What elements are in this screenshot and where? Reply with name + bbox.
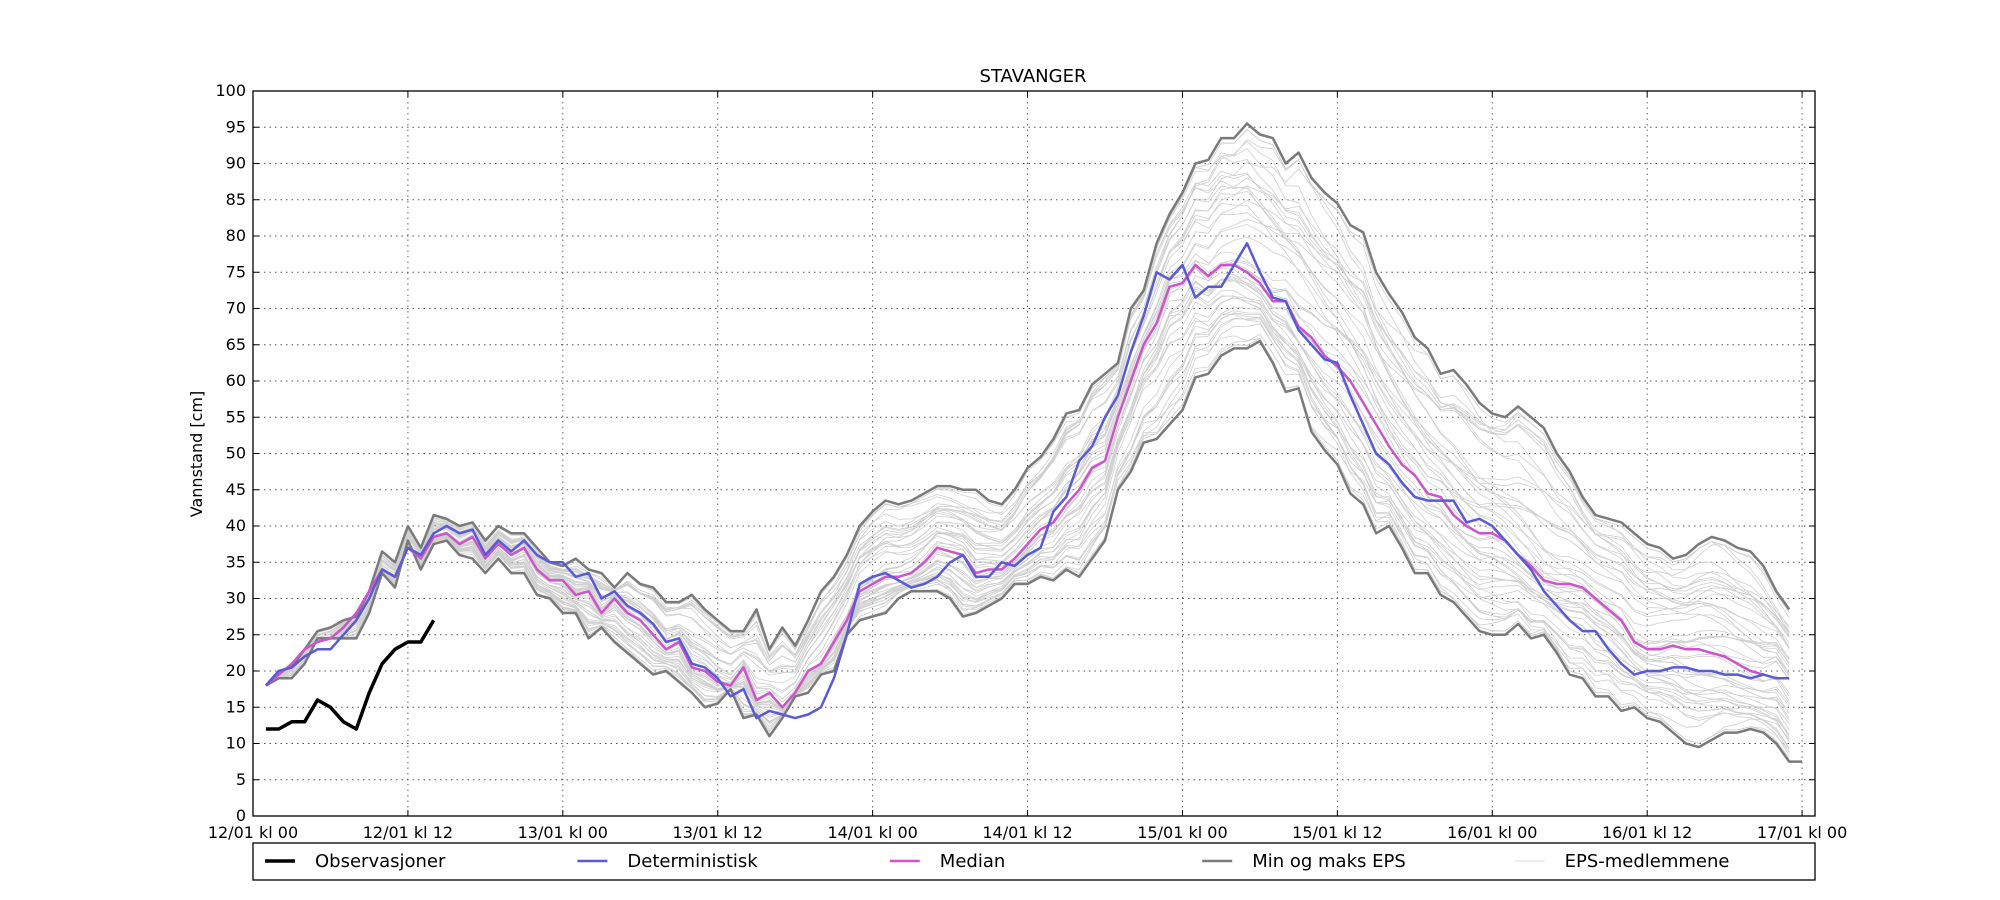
y-axis-ticks: 0 5 10 15 20 25 30 35 40 45 50 55 60 65 70 75 80 85 90 95 10… <box>215 81 1815 825</box>
legend-label: Min og maks EPS <box>1252 851 1406 872</box>
y-tick-label: 70 <box>226 299 246 318</box>
y-tick-label: 95 <box>226 117 246 136</box>
ensemble-member-line <box>265 251 1790 700</box>
y-axis-label: Vannstand [cm] <box>187 391 206 517</box>
series-line-observasjoner <box>265 619 436 731</box>
y-tick-label: 100 <box>215 81 246 100</box>
x-tick-label: 17/01 kl 00 <box>1757 823 1847 842</box>
ensemble-member-line <box>265 295 1790 714</box>
ensemble-member-line <box>265 296 1790 718</box>
ensemble-member-line <box>265 140 1790 686</box>
grid-lines <box>253 91 1815 816</box>
chart-title: STAVANGER <box>980 66 1087 87</box>
y-tick-label: 10 <box>226 734 246 753</box>
y-tick-label: 30 <box>226 589 246 608</box>
y-tick-label: 35 <box>226 552 246 571</box>
ensemble-member-line <box>265 173 1790 686</box>
y-tick-label: 0 <box>236 806 246 825</box>
y-tick-label: 85 <box>226 190 246 209</box>
x-tick-label: 15/01 kl 00 <box>1137 823 1227 842</box>
ensemble-members <box>265 129 1790 759</box>
ensemble-member-line <box>265 267 1790 709</box>
y-tick-label: 25 <box>226 625 246 644</box>
x-tick-label: 14/01 kl 00 <box>827 823 917 842</box>
y-tick-label: 5 <box>236 770 246 789</box>
ensemble-member-line <box>265 312 1790 736</box>
ensemble-member-line <box>265 212 1790 686</box>
x-axis-ticks: 12/01 kl 00 12/01 kl 12 13/01 kl 00 13/01 k… <box>208 91 1847 842</box>
ensemble-member-line <box>265 333 1790 732</box>
ensemble-member-line <box>265 279 1790 737</box>
ensemble-member-line <box>265 338 1790 744</box>
y-tick-label: 80 <box>226 226 246 245</box>
ensemble-member-line <box>265 295 1790 749</box>
x-tick-label: 13/01 kl 00 <box>518 823 608 842</box>
legend-frame <box>252 842 1816 881</box>
y-tick-label: 60 <box>226 371 246 390</box>
series-line-median <box>265 263 1764 709</box>
x-tick-label: 13/01 kl 12 <box>673 823 763 842</box>
y-tick-label: 90 <box>226 154 246 173</box>
y-tick-label: 65 <box>226 335 246 354</box>
x-tick-label: 16/01 kl 12 <box>1602 823 1692 842</box>
series-line-min-og-maks-eps <box>264 122 1791 687</box>
x-tick-label: 16/01 kl 00 <box>1447 823 1537 842</box>
y-tick-label: 40 <box>226 516 246 535</box>
ensemble-member-line <box>265 290 1790 741</box>
y-tick-label: 50 <box>226 444 246 463</box>
legend-label: EPS-medlemmene <box>1565 851 1730 872</box>
y-tick-label: 55 <box>226 407 246 426</box>
y-tick-label: 45 <box>226 480 246 499</box>
ensemble-member-line <box>265 129 1790 686</box>
legend: Observasjoner Deterministisk Median Min og … <box>252 842 1816 881</box>
legend-label: Median <box>940 851 1005 872</box>
series-line-deterministisk <box>264 242 1790 720</box>
legend-label: Observasjoner <box>315 851 446 872</box>
series-line-min-og-maks-eps <box>265 339 1803 763</box>
x-tick-label: 15/01 kl 12 <box>1292 823 1382 842</box>
x-tick-label: 14/01 kl 12 <box>982 823 1072 842</box>
ensemble-member-line <box>265 263 1790 707</box>
x-tick-label: 12/01 kl 12 <box>363 823 453 842</box>
y-tick-label: 20 <box>226 661 246 680</box>
x-tick-label: 12/01 kl 00 <box>208 823 298 842</box>
y-tick-label: 75 <box>226 262 246 281</box>
series-lines <box>264 122 1803 763</box>
y-tick-label: 15 <box>226 697 246 716</box>
legend-label: Deterministisk <box>627 851 758 872</box>
